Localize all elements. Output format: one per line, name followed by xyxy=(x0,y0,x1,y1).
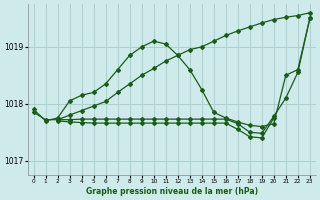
X-axis label: Graphe pression niveau de la mer (hPa): Graphe pression niveau de la mer (hPa) xyxy=(86,187,258,196)
